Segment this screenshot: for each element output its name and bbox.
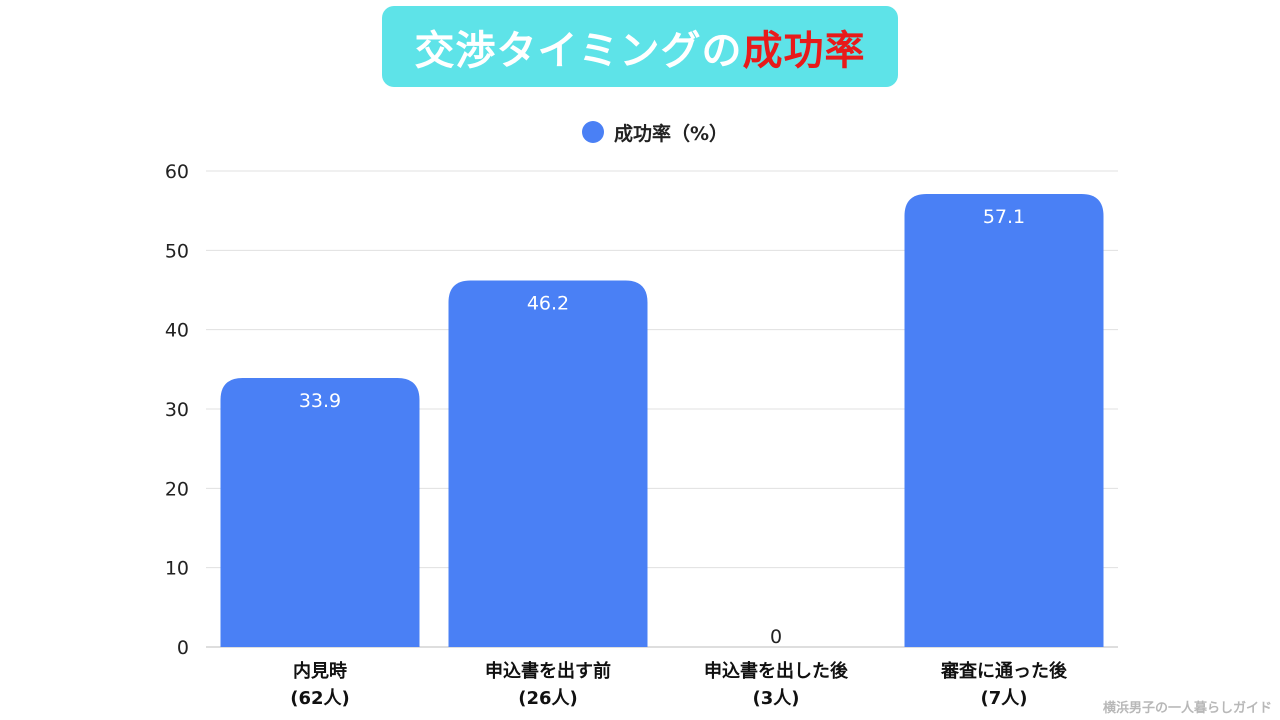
bar [904,194,1104,648]
x-tick-label: (26人) [518,688,578,709]
x-tick-label: (7人) [981,688,1028,709]
legend-label: 成功率（%） [614,122,729,145]
x-tick-label: 申込書を出す前 [485,660,611,682]
chart-title-main: 交渉タイミングの [414,27,743,74]
y-tick-label: 60 [165,161,189,183]
x-tick-label: 審査に通った後 [940,660,1068,682]
x-tick-label: (62人) [290,688,350,709]
data-label: 33.9 [299,390,341,412]
chart-title: 交渉タイミングの 成功率 [382,6,898,87]
chart-legend: 成功率（%） [582,118,728,146]
x-tick-label: (3人) [753,688,800,709]
data-label: 0 [770,626,782,648]
x-tick-label: 内見時 [293,660,347,682]
watermark: 横浜男子の一人暮らしガイド [1102,701,1272,716]
legend-marker [582,121,604,143]
data-label: 46.2 [527,292,569,314]
x-tick-label: 申込書を出した後 [704,660,849,682]
y-tick-label: 0 [177,637,189,659]
y-tick-label: 20 [165,478,189,500]
bar [448,280,648,647]
y-tick-label: 40 [165,320,189,342]
chart-title-accent: 成功率 [742,27,866,74]
y-tick-label: 50 [165,240,189,262]
y-tick-label: 10 [165,558,189,580]
data-label: 57.1 [983,206,1025,228]
y-tick-label: 30 [165,399,189,421]
bar [220,378,420,647]
